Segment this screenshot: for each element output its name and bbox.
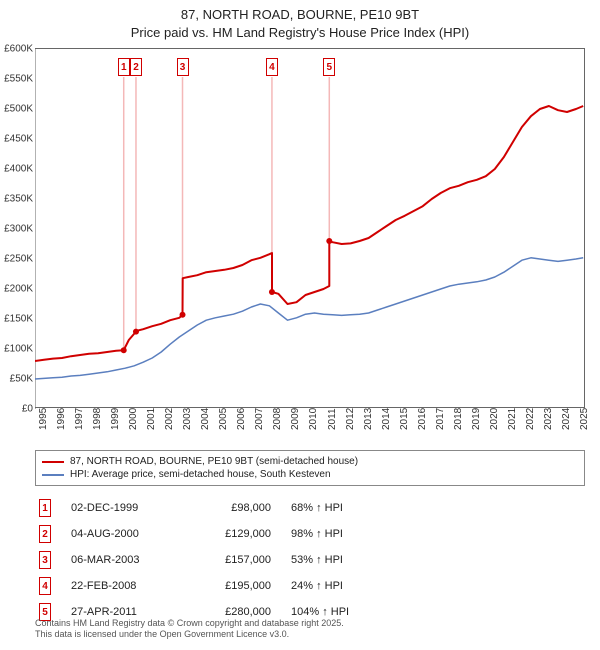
chart-marker-5: 5 [323, 58, 335, 76]
x-tick-label: 2014 [381, 408, 392, 430]
legend-swatch-property [42, 461, 64, 463]
plot-area: £0£50K£100K£150K£200K£250K£300K£350K£400… [35, 48, 585, 408]
x-tick-label: 2018 [453, 408, 464, 430]
chart-marker-3: 3 [177, 58, 189, 76]
x-tick-label: 2010 [308, 408, 319, 430]
x-tick-label: 2004 [200, 408, 211, 430]
x-tick-label: 2022 [525, 408, 536, 430]
legend-item-hpi: HPI: Average price, semi-detached house,… [42, 468, 578, 481]
tx-index: 2 [39, 525, 51, 543]
y-tick-label: £450K [0, 134, 33, 145]
tx-price: £280,000 [191, 606, 271, 618]
legend-item-property: 87, NORTH ROAD, BOURNE, PE10 9BT (semi-d… [42, 455, 578, 468]
x-tick-label: 2023 [543, 408, 554, 430]
tx-pct: 104% ↑ HPI [291, 606, 401, 618]
chart-container: 87, NORTH ROAD, BOURNE, PE10 9BT Price p… [0, 0, 600, 650]
tx-date: 04-AUG-2000 [71, 528, 171, 540]
tx-price: £157,000 [191, 554, 271, 566]
tx-date: 27-APR-2011 [71, 606, 171, 618]
tx-index: 1 [39, 499, 51, 517]
x-tick-label: 2021 [507, 408, 518, 430]
y-tick-label: £0 [0, 404, 33, 415]
x-tick-label: 2003 [182, 408, 193, 430]
chart-marker-2: 2 [130, 58, 142, 76]
tx-pct: 98% ↑ HPI [291, 528, 401, 540]
legend-label-hpi: HPI: Average price, semi-detached house,… [70, 469, 331, 480]
chart-title: 87, NORTH ROAD, BOURNE, PE10 9BT Price p… [0, 0, 600, 41]
footer-text: Contains HM Land Registry data © Crown c… [35, 618, 585, 641]
y-tick-label: £400K [0, 164, 33, 175]
transactions-table: 1 02-DEC-1999 £98,000 68% ↑ HPI 2 04-AUG-2000… [35, 495, 585, 625]
x-tick-label: 2020 [489, 408, 500, 430]
x-tick-label: 1995 [38, 408, 49, 430]
y-tick-label: £50K [0, 374, 33, 385]
transaction-row: 1 02-DEC-1999 £98,000 68% ↑ HPI [35, 495, 585, 521]
tx-price: £129,000 [191, 528, 271, 540]
footer-line-2: This data is licensed under the Open Gov… [35, 629, 585, 640]
tx-date: 02-DEC-1999 [71, 502, 171, 514]
y-tick-label: £150K [0, 314, 33, 325]
x-tick-label: 2017 [435, 408, 446, 430]
y-tick-label: £100K [0, 344, 33, 355]
y-tick-label: £600K [0, 44, 33, 55]
legend-box: 87, NORTH ROAD, BOURNE, PE10 9BT (semi-d… [35, 450, 585, 486]
y-tick-label: £300K [0, 224, 33, 235]
tx-pct: 53% ↑ HPI [291, 554, 401, 566]
chart-marker-1: 1 [118, 58, 130, 76]
y-tick-label: £500K [0, 104, 33, 115]
title-line-1: 87, NORTH ROAD, BOURNE, PE10 9BT [0, 6, 600, 24]
x-tick-label: 2011 [327, 408, 338, 430]
x-tick-label: 2015 [399, 408, 410, 430]
tx-pct: 24% ↑ HPI [291, 580, 401, 592]
y-tick-label: £200K [0, 284, 33, 295]
transaction-row: 3 06-MAR-2003 £157,000 53% ↑ HPI [35, 547, 585, 573]
legend-label-property: 87, NORTH ROAD, BOURNE, PE10 9BT (semi-d… [70, 456, 358, 467]
x-tick-label: 2000 [128, 408, 139, 430]
y-tick-label: £550K [0, 74, 33, 85]
x-tick-label: 2025 [579, 408, 590, 430]
x-tick-label: 2002 [164, 408, 175, 430]
x-tick-label: 2013 [363, 408, 374, 430]
title-line-2: Price paid vs. HM Land Registry's House … [0, 24, 600, 42]
footer-line-1: Contains HM Land Registry data © Crown c… [35, 618, 585, 629]
x-tick-label: 1997 [74, 408, 85, 430]
x-tick-label: 2008 [272, 408, 283, 430]
chart-marker-4: 4 [266, 58, 278, 76]
x-tick-label: 2005 [218, 408, 229, 430]
tx-pct: 68% ↑ HPI [291, 502, 401, 514]
x-tick-label: 2012 [345, 408, 356, 430]
x-tick-label: 1999 [110, 408, 121, 430]
tx-price: £195,000 [191, 580, 271, 592]
tx-index: 4 [39, 577, 51, 595]
tx-date: 06-MAR-2003 [71, 554, 171, 566]
tx-date: 22-FEB-2008 [71, 580, 171, 592]
x-tick-label: 2019 [471, 408, 482, 430]
x-tick-label: 2006 [236, 408, 247, 430]
x-tick-label: 2016 [417, 408, 428, 430]
x-tick-label: 2009 [290, 408, 301, 430]
chart-svg [35, 49, 585, 409]
y-tick-label: £350K [0, 194, 33, 205]
transaction-row: 4 22-FEB-2008 £195,000 24% ↑ HPI [35, 573, 585, 599]
transaction-row: 2 04-AUG-2000 £129,000 98% ↑ HPI [35, 521, 585, 547]
x-tick-label: 2007 [254, 408, 265, 430]
tx-index: 3 [39, 551, 51, 569]
x-tick-label: 2024 [561, 408, 572, 430]
x-tick-label: 1996 [56, 408, 67, 430]
tx-price: £98,000 [191, 502, 271, 514]
x-tick-label: 2001 [146, 408, 157, 430]
x-tick-label: 1998 [92, 408, 103, 430]
legend-swatch-hpi [42, 474, 64, 476]
y-tick-label: £250K [0, 254, 33, 265]
